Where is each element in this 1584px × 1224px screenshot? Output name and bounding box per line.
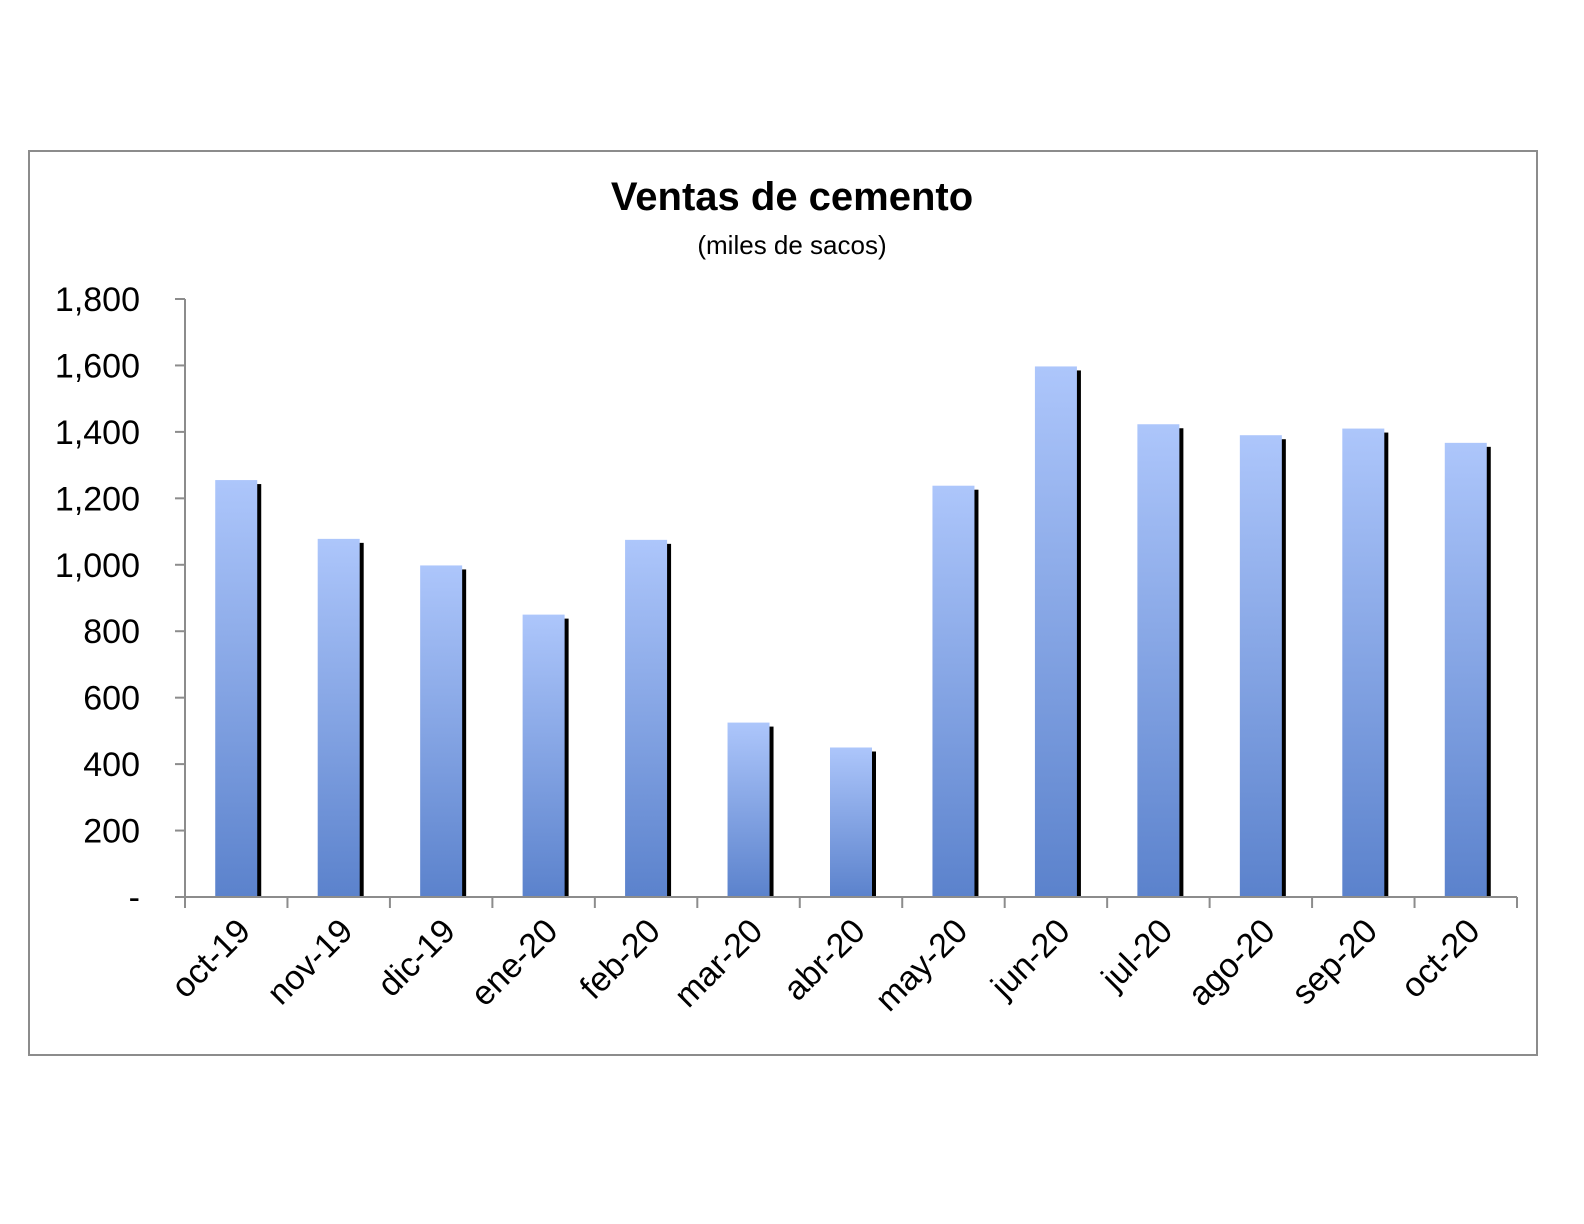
y-tick-label: 1,400 [55, 414, 140, 452]
y-tick-label: 1,800 [55, 281, 140, 319]
bar-ene-20 [522, 614, 565, 897]
y-tick-label: 400 [83, 746, 140, 784]
x-category-label: jun-20 [983, 912, 1077, 1006]
bar-feb-20 [625, 539, 668, 897]
x-category-label: abr-20 [776, 912, 872, 1008]
bar-sep-20 [1342, 428, 1385, 897]
x-category-label: sep-20 [1285, 912, 1385, 1012]
bar-jun-20 [1034, 366, 1077, 897]
bar-mar-20 [727, 722, 770, 897]
y-tick-label: 1,000 [55, 547, 140, 585]
x-category-label: feb-20 [573, 912, 668, 1007]
y-tick-label: - [129, 879, 140, 917]
bars-layer [215, 366, 1491, 897]
bar-ago-20 [1239, 435, 1282, 897]
axes-layer [175, 298, 1518, 908]
bar-oct-20 [1444, 442, 1487, 897]
x-category-label: dic-19 [370, 912, 462, 1004]
x-category-label: may-20 [868, 912, 975, 1019]
y-tick-label: 600 [83, 680, 140, 718]
x-category-label: nov-19 [260, 912, 360, 1012]
x-category-label: mar-20 [667, 912, 770, 1015]
bar-nov-19 [317, 538, 360, 897]
x-category-label: oct-20 [1394, 912, 1488, 1006]
x-category-label: oct-19 [164, 912, 258, 1006]
y-tick-label: 800 [83, 613, 140, 651]
chart-frame [28, 150, 1538, 1056]
y-tick-label: 1,600 [55, 347, 140, 385]
x-category-label: jul-20 [1094, 912, 1180, 998]
chart-subtitle: (miles de sacos) [697, 230, 887, 260]
bar-abr-20 [830, 747, 872, 897]
bar-may-20 [932, 485, 975, 897]
bar-dic-19 [420, 565, 463, 897]
x-category-label: ene-20 [464, 912, 566, 1014]
bar-oct-19 [215, 480, 258, 897]
y-tick-label: 200 [83, 813, 140, 851]
y-tick-label: 1,200 [55, 480, 140, 518]
bar-jul-20 [1137, 424, 1180, 897]
chart-title: Ventas de cemento [610, 175, 974, 219]
x-category-label: ago-20 [1181, 912, 1283, 1014]
